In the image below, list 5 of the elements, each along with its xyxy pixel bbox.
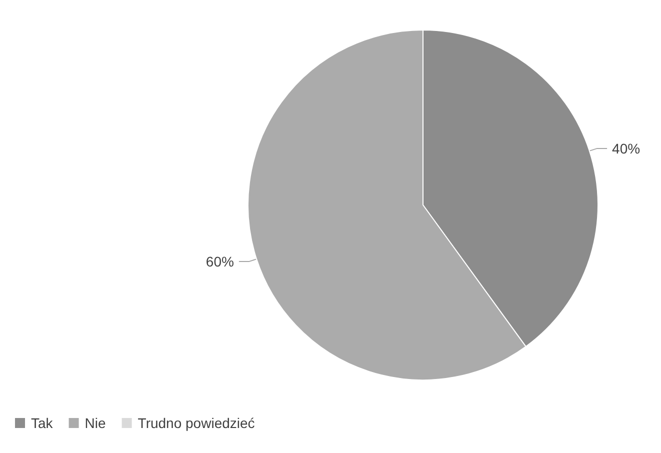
data-label: 60% <box>206 254 234 270</box>
legend-label: Tak <box>31 415 54 431</box>
legend-label: Trudno powiedzieć <box>138 415 255 431</box>
legend-label: Nie <box>84 415 106 431</box>
data-label: 40% <box>612 140 640 156</box>
